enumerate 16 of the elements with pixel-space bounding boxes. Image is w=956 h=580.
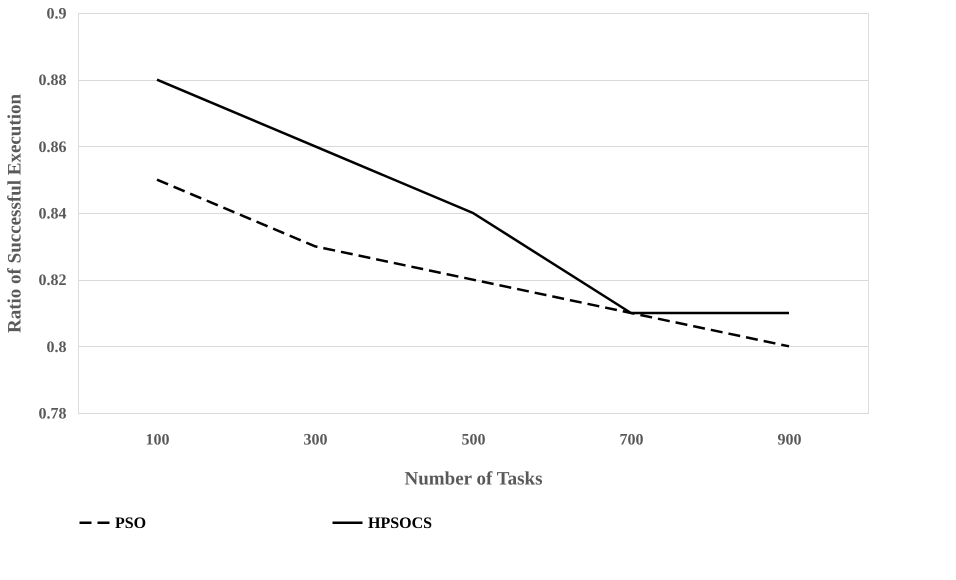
- y-tick-label: 0.78: [38, 406, 66, 422]
- y-tick-label: 0.82: [38, 272, 66, 290]
- y-tick-label: 0.86: [38, 138, 66, 156]
- legend-label: HPSOCS: [368, 514, 432, 532]
- x-tick-label: 500: [462, 432, 486, 448]
- x-axis-title: Number of Tasks: [404, 468, 542, 490]
- y-axis-title: Ratio of Successful Execution: [4, 94, 26, 334]
- y-tick-label: 0.8: [46, 338, 66, 356]
- legend-label: PSO: [115, 514, 146, 532]
- x-tick-label: 700: [620, 432, 644, 448]
- y-tick-label: 0.88: [38, 72, 66, 90]
- y-tick-label: 0.9: [46, 6, 66, 22]
- x-tick-label: 100: [146, 432, 170, 448]
- x-tick-label: 300: [304, 432, 328, 448]
- x-tick-label: 900: [778, 432, 802, 448]
- y-tick-label: 0.84: [38, 206, 66, 222]
